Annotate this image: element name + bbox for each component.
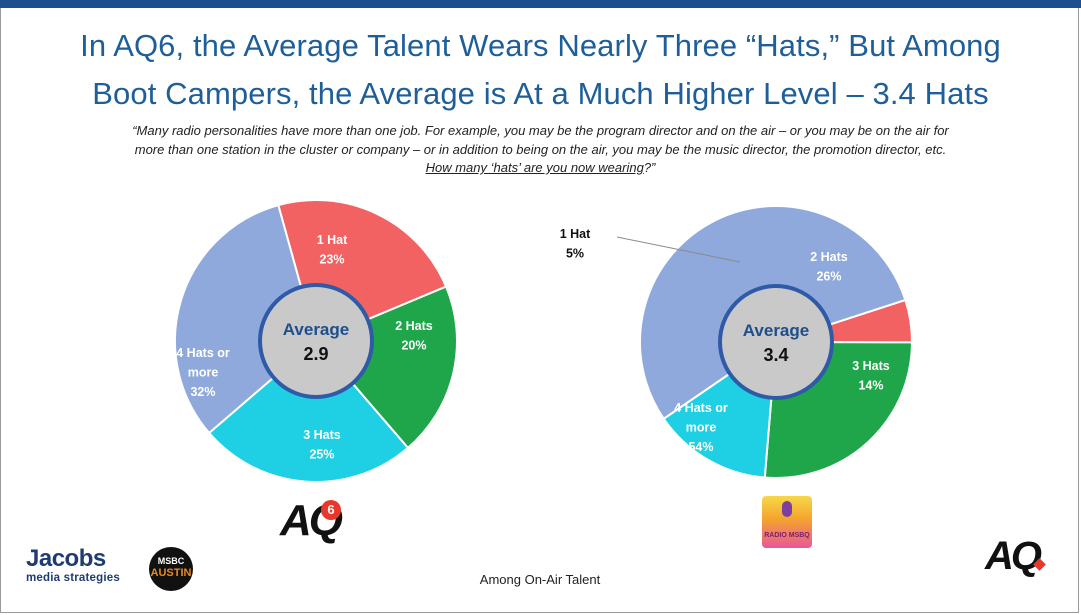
pie-2-slice-1-label: 1 Hat — [560, 227, 591, 241]
pie-1-slice-1-label: 1 Hat — [317, 233, 348, 247]
slide-title: In AQ6, the Average Talent Wears Nearly … — [20, 22, 1061, 118]
radio-msbq-logo-text: RADIO MSBQ — [764, 532, 810, 539]
pie-2-slice-1-value: 5% — [566, 247, 584, 261]
aq6-logo-badge: 6 — [321, 500, 341, 520]
aq6-logo: AQ 6 — [280, 496, 343, 546]
msbc-logo-top: MSBC — [157, 556, 185, 566]
msbc-austin-logo: MSBC AUSTIN — [149, 547, 193, 591]
pie-1-slice-4 — [174, 203, 318, 435]
pie-2-slice-3-label: 3 Hats — [852, 359, 890, 373]
pie-1-center-label: Average — [283, 320, 349, 339]
pie-1-slice-3-value: 25% — [309, 448, 334, 462]
question-end: ?” — [643, 160, 656, 175]
aq-logo-text: AQ — [985, 534, 1042, 578]
radio-msbq-logo: RADIO MSBQ — [762, 496, 812, 548]
pie-1-slice-1-value: 23% — [319, 253, 344, 267]
pie-1-slice-3-label: 3 Hats — [303, 428, 341, 442]
survey-question: “Many radio personalities have more than… — [40, 122, 1041, 178]
pie-2-center-value: 3.4 — [763, 345, 788, 365]
pie-1-slice-4-label: 4 Hats or — [176, 346, 230, 360]
top-accent-bar — [0, 0, 1081, 8]
pie-1-slice-3 — [207, 339, 410, 483]
jacobs-media-logo: Jacobs media strategies — [26, 546, 120, 585]
pie-1-slice-2-value: 20% — [401, 339, 426, 353]
pie-1-slice-4-label: more — [188, 366, 219, 380]
pie-2-callout-line — [616, 236, 741, 263]
title-line-2: Boot Campers, the Average is At a Much H… — [92, 76, 989, 111]
microphone-icon — [782, 501, 792, 517]
aq-logo: AQ — [985, 534, 1046, 579]
question-underlined: How many ‘hats’ are you now wearing — [425, 160, 644, 175]
question-line-2: more than one station in the cluster or … — [134, 141, 947, 157]
jacobs-logo-sub: media strategies — [26, 572, 120, 584]
pie-2-slice-3-value: 14% — [858, 379, 883, 393]
pie-2-slice-4-label: 4 Hats or — [674, 401, 728, 415]
pie-2-slice-2-label: 2 Hats — [810, 250, 848, 264]
pie-2-slice-2-value: 26% — [816, 270, 841, 284]
title-line-1: In AQ6, the Average Talent Wears Nearly … — [80, 28, 1001, 63]
footnote: Among On-Air Talent — [479, 572, 601, 587]
msbc-logo-bottom: AUSTIN — [150, 567, 192, 579]
pie-2-center-label: Average — [743, 321, 809, 340]
question-line-1: “Many radio personalities have more than… — [132, 123, 949, 138]
pie-1-slice-2-label: 2 Hats — [395, 319, 433, 333]
pie-2-slice-4-label: more — [686, 421, 717, 435]
pie-1-center — [258, 283, 374, 399]
question-line-3: How many ‘hats’ are you now wearing?” — [40, 159, 1041, 178]
pie-2-center — [718, 284, 834, 400]
pie-1-slice-4-value: 32% — [190, 385, 215, 399]
pie-2-slice-4-value: 54% — [688, 440, 713, 454]
pie-1-center-value: 2.9 — [303, 344, 328, 364]
jacobs-logo-word: Jacobs — [26, 545, 106, 572]
